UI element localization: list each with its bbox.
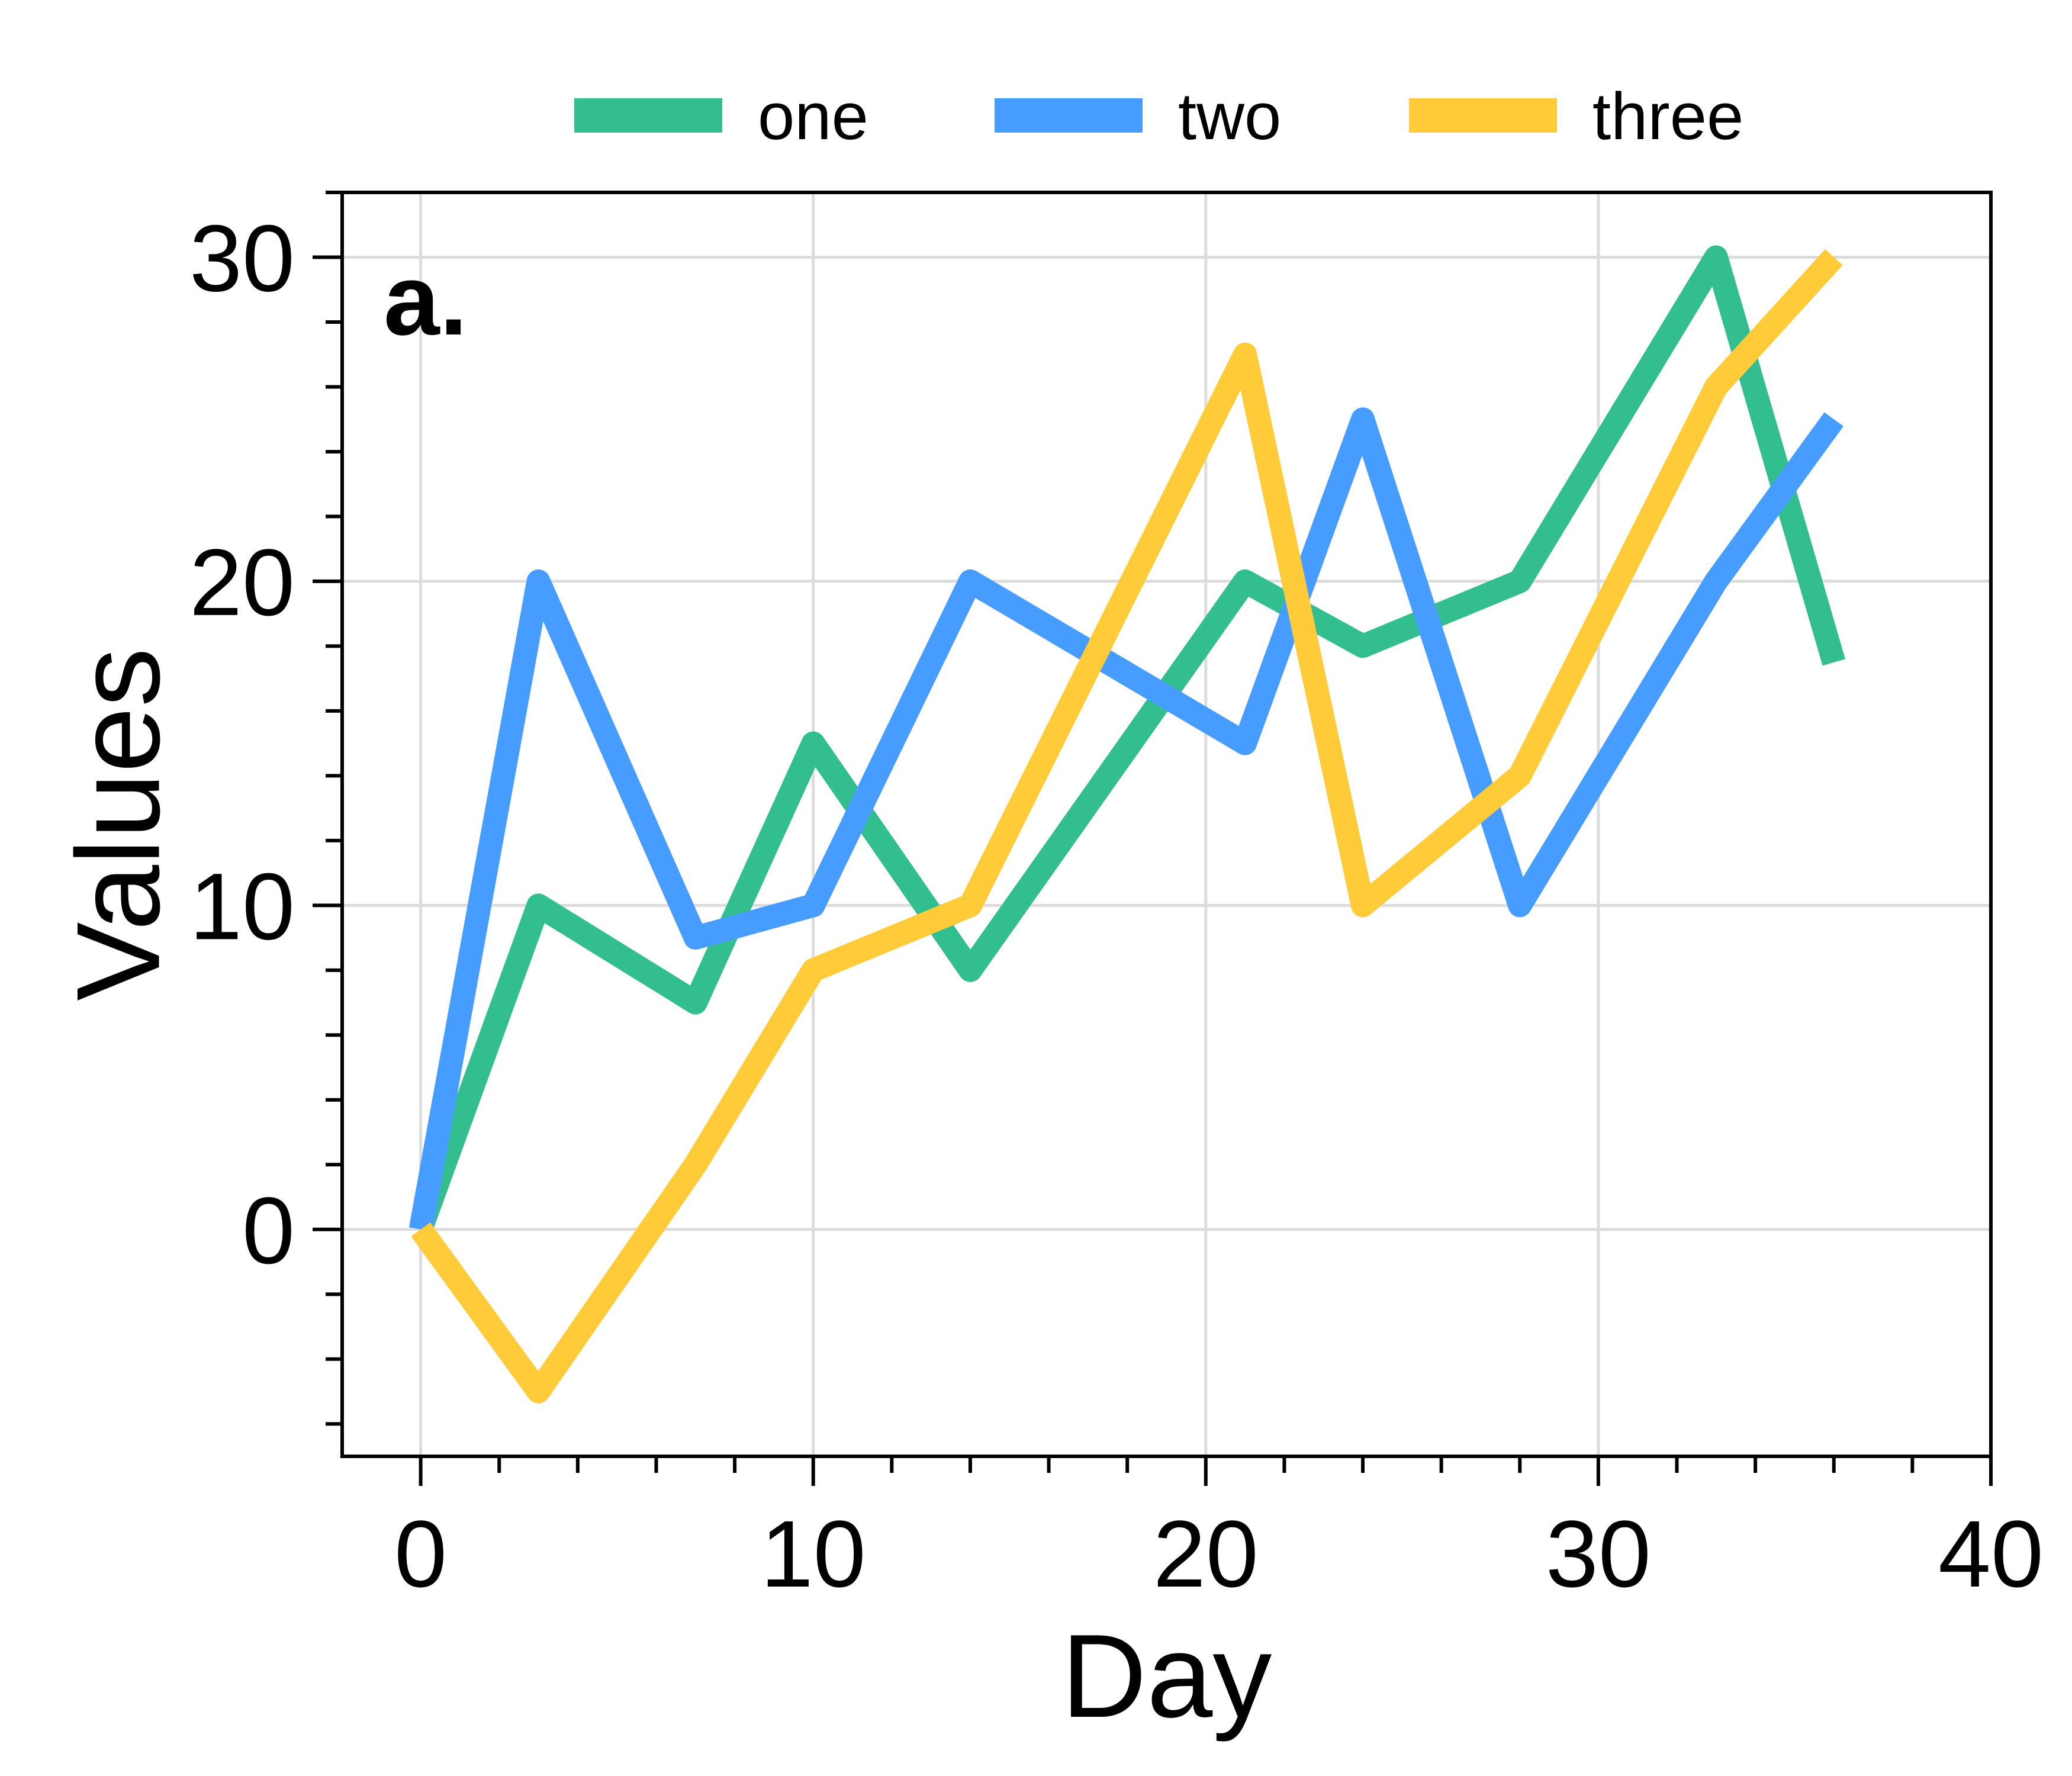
y-tick-label: 20 [189,529,295,635]
axis-ticks [313,191,1993,1486]
x-tick-label: 20 [1153,1501,1259,1607]
series-line-two [408,407,1843,1232]
x-tick-label: 40 [1938,1501,2044,1607]
y-tick-label: 0 [242,1177,295,1283]
series-line-one [409,245,1846,1234]
x-tick-label: 0 [394,1501,447,1607]
tick-labels: 0 10 20 30 40 0 10 20 30 [189,205,2044,1607]
series-line-three [411,249,1843,1404]
legend-label-two: two [1178,79,1281,153]
x-axis-title: Day [1061,1610,1272,1742]
y-axis-title: Values [53,648,185,1001]
x-tick-label: 10 [761,1501,866,1607]
plot-frame [340,191,1993,1458]
y-tick-label: 10 [189,853,295,959]
grid [342,192,1991,1456]
series-lines [408,245,1846,1404]
legend-label-one: one [758,79,868,153]
legend: one two three [574,79,1743,153]
panel-label: a. [384,244,468,356]
x-tick-label: 30 [1546,1501,1651,1607]
y-tick-label: 30 [189,205,295,311]
legend-label-three: three [1592,79,1743,153]
